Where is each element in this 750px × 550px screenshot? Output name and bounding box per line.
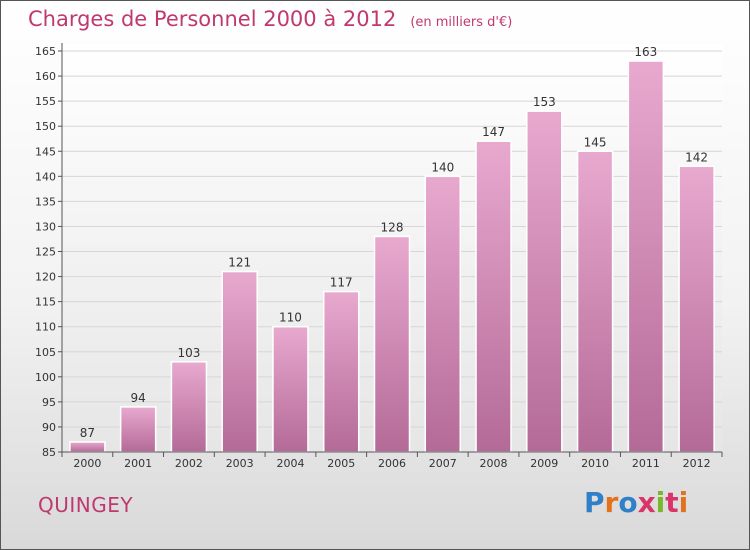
y-tick-label: 135 xyxy=(35,195,56,208)
bar-2003 xyxy=(221,270,258,453)
bar-value-label: 121 xyxy=(228,256,251,270)
bar-2006 xyxy=(373,235,411,453)
y-tick-label: 145 xyxy=(35,145,56,158)
y-tick-label: 100 xyxy=(35,371,56,384)
bar-2002 xyxy=(170,361,208,453)
y-tick-label: 130 xyxy=(35,220,56,233)
y-tick-label: 110 xyxy=(35,321,56,334)
x-tick-label: 2004 xyxy=(276,457,304,470)
logo-letter: r xyxy=(604,486,619,519)
bar-value-label: 87 xyxy=(80,426,95,440)
y-tick-label: 120 xyxy=(35,271,56,284)
x-tick-label: 2006 xyxy=(378,457,406,470)
bar-value-label: 142 xyxy=(685,150,708,164)
y-tick-label: 105 xyxy=(35,346,56,359)
bar-2007 xyxy=(424,175,462,453)
y-tick-label: 140 xyxy=(35,170,56,183)
x-tick-label: 2000 xyxy=(73,457,101,470)
y-axis: 85 90 95 100 105 110 115 120 125 130 135 140 145 150 1… xyxy=(35,43,63,459)
commune-name: QUINGEY xyxy=(38,493,134,517)
bar-2010 xyxy=(576,150,614,453)
y-tick-label: 155 xyxy=(35,95,56,108)
logo-letter: t xyxy=(665,486,679,519)
bar-value-label: 153 xyxy=(533,95,556,109)
bar-2008 xyxy=(475,140,512,453)
proxiti-logo: Proxiti xyxy=(584,486,688,519)
x-tick-label: 2005 xyxy=(327,457,355,470)
chart-title-text: Charges de Personnel 2000 à 2012 xyxy=(28,7,397,31)
bar-value-label: 110 xyxy=(279,311,302,325)
logo-letter: i xyxy=(678,486,689,519)
y-tick-label: 150 xyxy=(35,120,56,133)
bar-value-label: 117 xyxy=(330,276,353,290)
y-tick-label: 125 xyxy=(35,246,56,259)
bar-2001 xyxy=(119,406,157,453)
bar-value-label: 128 xyxy=(381,220,404,234)
bar-2004 xyxy=(272,325,309,453)
bar-value-label: 94 xyxy=(131,391,146,405)
y-tick-label: 90 xyxy=(42,421,56,434)
bars: 87 94 103 121 110 117 128 140 147 153 145 163 142 xyxy=(69,45,715,453)
chart-title: Charges de Personnel 2000 à 2012 (en mill… xyxy=(28,7,512,31)
x-tick-label: 2011 xyxy=(632,457,660,470)
bar-value-label: 145 xyxy=(584,135,607,149)
y-tick-label: 85 xyxy=(42,446,56,459)
x-tick-label: 2009 xyxy=(530,457,558,470)
bar-value-label: 103 xyxy=(177,346,200,360)
logo-letter: P xyxy=(584,486,605,519)
x-tick-label: 2003 xyxy=(226,457,254,470)
bar-value-label: 147 xyxy=(482,125,505,139)
y-tick-label: 165 xyxy=(35,45,56,58)
y-tick-label: 115 xyxy=(35,296,56,309)
logo-letter: o xyxy=(618,486,638,519)
bar-2000 xyxy=(69,441,106,453)
bar-2009 xyxy=(526,110,563,453)
bar-2005 xyxy=(322,290,360,453)
y-tick-label: 160 xyxy=(35,70,56,83)
chart-unit: (en milliers d'€) xyxy=(410,15,513,30)
bar-value-label: 163 xyxy=(634,45,657,59)
logo-letter: x xyxy=(637,486,656,519)
x-tick-label: 2001 xyxy=(124,457,152,470)
y-tick-label: 95 xyxy=(42,396,56,409)
x-tick-label: 2002 xyxy=(175,457,203,470)
x-tick-label: 2007 xyxy=(429,457,457,470)
x-tick-label: 2012 xyxy=(683,457,711,470)
bar-2011 xyxy=(627,60,665,453)
bar-value-label: 140 xyxy=(431,160,454,174)
x-tick-label: 2010 xyxy=(581,457,609,470)
x-axis: 2000 2001 2002 2003 2004 2005 2006 2007 2008 2009… xyxy=(61,451,723,470)
logo-letter: i xyxy=(655,486,666,519)
bar-2012 xyxy=(678,165,715,453)
x-tick-label: 2008 xyxy=(480,457,508,470)
